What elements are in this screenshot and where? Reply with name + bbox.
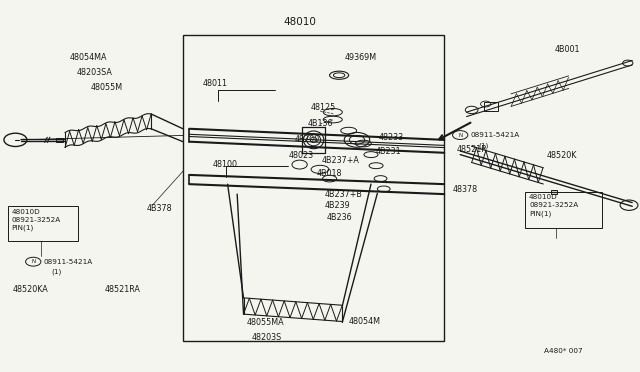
Text: 49369M: 49369M bbox=[344, 53, 376, 62]
Text: 4B239: 4B239 bbox=[325, 201, 351, 210]
Text: 08911-5421A: 08911-5421A bbox=[44, 259, 93, 265]
Text: 4B236: 4B236 bbox=[326, 213, 352, 222]
Text: 4B378: 4B378 bbox=[147, 203, 172, 213]
Text: 48023: 48023 bbox=[288, 151, 313, 160]
Text: 48125: 48125 bbox=[310, 103, 336, 112]
Text: 08921-3252A: 08921-3252A bbox=[12, 217, 61, 223]
Bar bbox=[8, 206, 78, 241]
Text: 48100: 48100 bbox=[213, 160, 238, 169]
Text: 4B001: 4B001 bbox=[554, 45, 580, 54]
Bar bbox=[550, 190, 557, 194]
Text: A480* 007: A480* 007 bbox=[544, 349, 583, 355]
Text: 48200: 48200 bbox=[294, 135, 319, 144]
Text: 48011: 48011 bbox=[203, 79, 228, 88]
Text: 4B018: 4B018 bbox=[316, 169, 342, 178]
Text: 4B136: 4B136 bbox=[307, 119, 333, 128]
Text: 08911-5421A: 08911-5421A bbox=[470, 132, 520, 138]
Text: 4B237+B: 4B237+B bbox=[325, 190, 363, 199]
Text: 48203S: 48203S bbox=[251, 333, 282, 342]
Text: 48203SA: 48203SA bbox=[77, 68, 113, 77]
Text: PIN(1): PIN(1) bbox=[529, 210, 551, 217]
Text: 4B231: 4B231 bbox=[376, 147, 402, 156]
Text: 08921-3252A: 08921-3252A bbox=[529, 202, 579, 208]
Text: (1): (1) bbox=[478, 142, 488, 149]
Text: 48010D: 48010D bbox=[529, 194, 557, 200]
Text: 48054MA: 48054MA bbox=[70, 53, 107, 62]
Text: 48010D: 48010D bbox=[12, 209, 40, 215]
Bar bbox=[183, 35, 444, 341]
Text: 48055MA: 48055MA bbox=[246, 318, 284, 327]
Text: N: N bbox=[458, 132, 462, 138]
Text: 48378: 48378 bbox=[452, 185, 477, 194]
Text: 48010: 48010 bbox=[283, 17, 316, 27]
Text: 48233: 48233 bbox=[379, 133, 404, 142]
Text: 48055M: 48055M bbox=[91, 83, 123, 92]
Text: N: N bbox=[31, 259, 35, 264]
Text: 48054M: 48054M bbox=[349, 317, 381, 326]
Text: 4B237+A: 4B237+A bbox=[321, 156, 359, 166]
Text: PIN(1): PIN(1) bbox=[12, 225, 34, 231]
Bar bbox=[56, 138, 63, 142]
Text: 48520KA: 48520KA bbox=[13, 285, 49, 294]
Text: 48521R: 48521R bbox=[456, 145, 487, 154]
Text: 48521RA: 48521RA bbox=[104, 285, 141, 294]
Bar bbox=[525, 192, 602, 228]
Text: (1): (1) bbox=[51, 269, 61, 275]
Bar bbox=[484, 102, 498, 111]
Text: 48520K: 48520K bbox=[547, 151, 577, 160]
